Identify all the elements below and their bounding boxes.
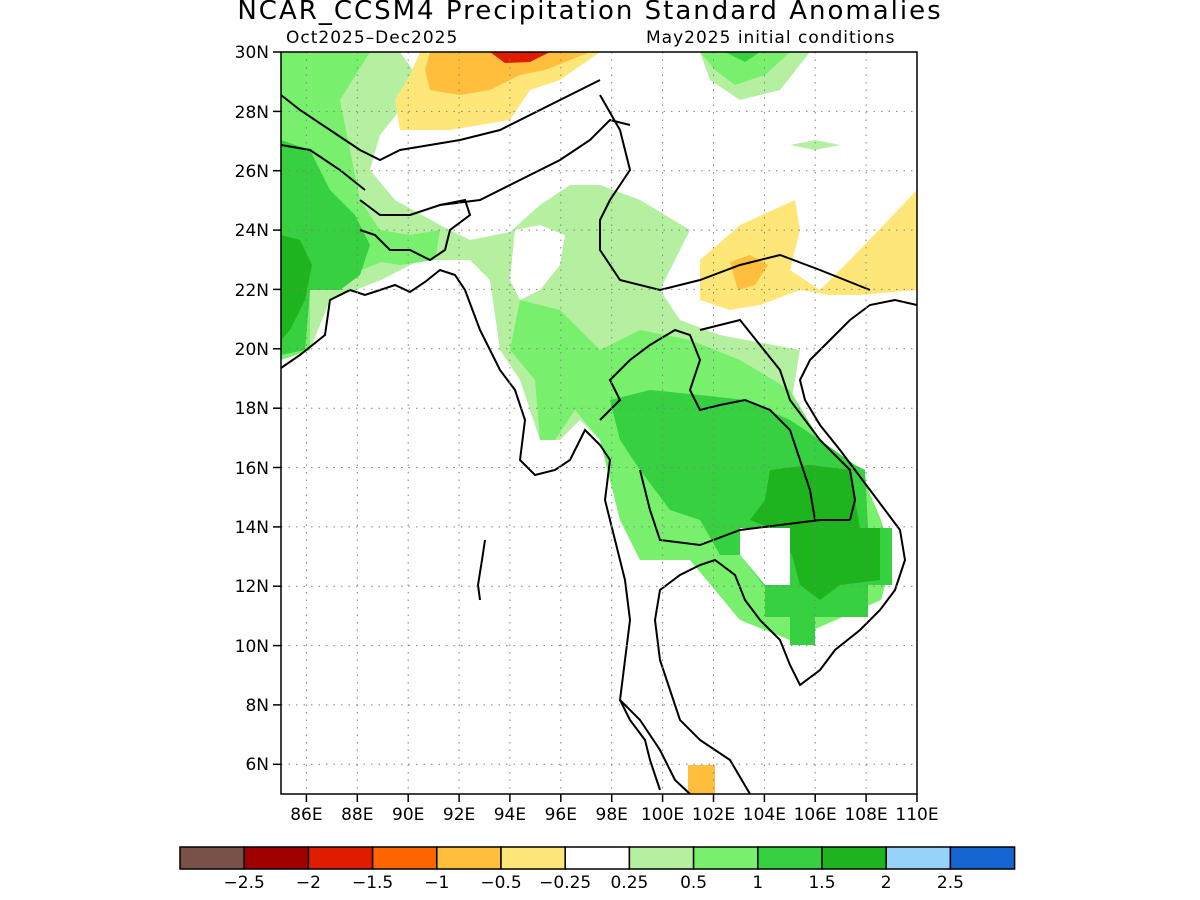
colorbar-label: −0.5 <box>480 873 521 893</box>
colorbar-label: −1 <box>424 873 449 893</box>
y-tick-label: 26N <box>235 162 269 182</box>
forecast-period: Oct2025–Dec2025 <box>286 28 459 48</box>
y-tick-label: 14N <box>235 518 269 538</box>
positive-anomaly-area-northeast-core <box>725 52 760 62</box>
y-tick-label: 10N <box>235 637 269 657</box>
y-tick-label: 30N <box>235 43 269 63</box>
axis-ticks <box>273 51 918 802</box>
border-myanmar-thailand <box>599 328 816 521</box>
negative-anomaly-area-south-china-strong <box>730 255 768 290</box>
colorbar-swatch <box>757 846 823 870</box>
neutral-area-tonle-sap <box>740 528 790 585</box>
coastline-india-bay-of-bengal <box>281 268 691 794</box>
colorbar-swatch <box>949 846 1016 870</box>
colorbar-label: 2.5 <box>937 873 964 893</box>
x-tick-label: 108E <box>844 805 887 825</box>
colorbar-swatch <box>821 846 887 870</box>
x-tick-label: 88E <box>341 805 373 825</box>
colorbar-labels: −2.5 −2 −1.5 −1 −0.5 −0.25 0.25 0.5 1 1.5 2 2.5 <box>224 873 964 893</box>
positive-anomaly-small-patch <box>790 140 840 150</box>
map-frame <box>280 51 918 795</box>
grid-lines <box>281 52 917 794</box>
border-india-bangladesh <box>359 198 472 262</box>
y-tick-label: 12N <box>235 577 269 597</box>
y-axis-labels: 6N 8N 10N 12N 14N 16N 18N 20N 22N 24N 26… <box>235 43 269 775</box>
border-himalaya <box>281 79 601 162</box>
border-laos-vietnam <box>699 318 857 521</box>
y-tick-label: 8N <box>245 696 269 716</box>
colorbar-swatch <box>692 846 759 870</box>
colorbar-label: −1.5 <box>352 873 393 893</box>
colorbar <box>179 846 1016 870</box>
colorbar-label: 2 <box>881 873 892 893</box>
colorbar-label: 0.5 <box>680 873 707 893</box>
colorbar-label: 0.25 <box>610 873 648 893</box>
border-andaman-islands <box>476 539 486 601</box>
border-china-myanmar <box>599 94 871 292</box>
initial-conditions: May2025 initial conditions <box>646 28 896 48</box>
x-tick-label: 92E <box>443 805 475 825</box>
colorbar-swatch <box>885 846 952 870</box>
colorbar-swatch <box>243 846 310 870</box>
colorbar-label: −0.25 <box>539 873 591 893</box>
y-tick-label: 28N <box>235 103 269 123</box>
colorbar-swatch <box>500 846 566 870</box>
x-tick-label: 86E <box>290 805 322 825</box>
colorbar-swatch <box>564 846 631 870</box>
x-tick-label: 98E <box>596 805 628 825</box>
colorbar-swatch <box>628 846 695 870</box>
x-axis-labels: 86E 88E 90E 92E 94E 96E 98E 100E 102E 10… <box>290 805 938 825</box>
colorbar-swatch <box>179 846 245 870</box>
coastlines <box>281 79 917 794</box>
y-tick-label: 22N <box>235 281 269 301</box>
x-tick-label: 106E <box>794 805 837 825</box>
map-title: NCAR_CCSM4 Precipitation Standard Anomal… <box>237 0 943 26</box>
y-tick-label: 24N <box>235 221 269 241</box>
colorbar-label: −2 <box>296 873 321 893</box>
positive-anomaly-area-northeast-strong <box>700 52 790 85</box>
colorbar-swatch <box>371 846 438 870</box>
x-tick-label: 90E <box>392 805 424 825</box>
colorbar-label: −2.5 <box>224 873 265 893</box>
x-tick-label: 110E <box>895 805 938 825</box>
border-nepal-south <box>281 144 366 191</box>
x-tick-label: 102E <box>692 805 735 825</box>
negative-anomaly-area-malay <box>688 765 715 794</box>
x-tick-label: 94E <box>494 805 526 825</box>
y-tick-label: 16N <box>235 459 269 479</box>
x-tick-label: 104E <box>743 805 786 825</box>
y-tick-label: 6N <box>245 755 269 775</box>
colorbar-label: 1.5 <box>808 873 835 893</box>
border-malay-peninsula <box>619 699 661 791</box>
colorbar-swatch <box>436 846 502 870</box>
border-assam <box>439 118 631 206</box>
coastline-gulf-of-thailand <box>653 298 917 794</box>
y-tick-label: 18N <box>235 399 269 419</box>
negative-anomaly-area-tibet-peak <box>490 52 550 63</box>
x-tick-label: 96E <box>545 805 577 825</box>
colorbar-swatch <box>307 846 374 870</box>
border-thailand-cambodia <box>639 469 850 547</box>
y-tick-label: 20N <box>235 340 269 360</box>
colorbar-label: 1 <box>752 873 763 893</box>
positive-anomaly-area-west-peak <box>281 235 312 340</box>
negative-anomaly-area-south-china <box>700 190 917 310</box>
anomaly-fields <box>281 52 917 794</box>
negative-anomaly-area-tibet-strong <box>425 52 590 95</box>
x-tick-label: 100E <box>641 805 684 825</box>
neutral-area-upper-myanmar <box>510 225 565 300</box>
